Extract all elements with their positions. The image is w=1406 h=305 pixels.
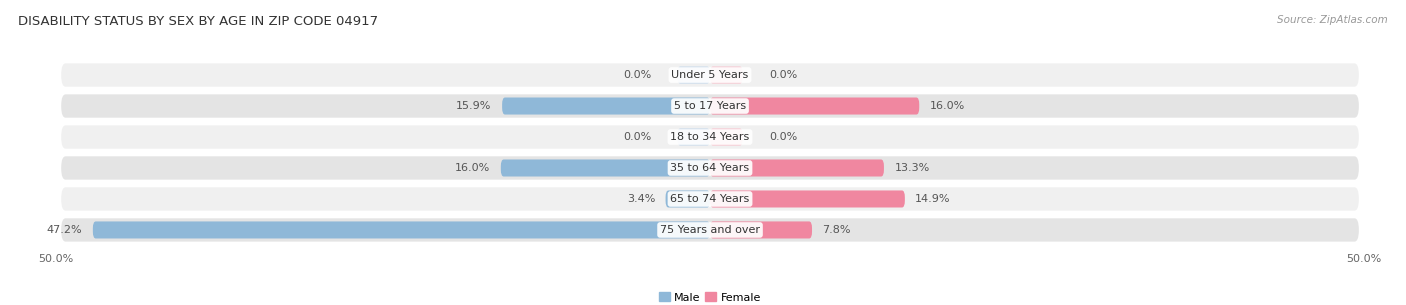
FancyBboxPatch shape <box>710 98 920 115</box>
Text: 47.2%: 47.2% <box>46 225 83 235</box>
Text: 35 to 64 Years: 35 to 64 Years <box>671 163 749 173</box>
FancyBboxPatch shape <box>710 160 884 177</box>
Text: 13.3%: 13.3% <box>894 163 929 173</box>
Legend: Male, Female: Male, Female <box>654 288 766 305</box>
FancyBboxPatch shape <box>710 128 742 145</box>
FancyBboxPatch shape <box>60 217 1360 243</box>
Text: 0.0%: 0.0% <box>623 132 651 142</box>
FancyBboxPatch shape <box>678 66 710 84</box>
Text: 5 to 17 Years: 5 to 17 Years <box>673 101 747 111</box>
FancyBboxPatch shape <box>60 93 1360 119</box>
Text: 65 to 74 Years: 65 to 74 Years <box>671 194 749 204</box>
Text: 3.4%: 3.4% <box>627 194 655 204</box>
FancyBboxPatch shape <box>501 160 710 177</box>
Text: 0.0%: 0.0% <box>769 70 797 80</box>
Text: DISABILITY STATUS BY SEX BY AGE IN ZIP CODE 04917: DISABILITY STATUS BY SEX BY AGE IN ZIP C… <box>18 15 378 28</box>
FancyBboxPatch shape <box>710 190 905 207</box>
FancyBboxPatch shape <box>502 98 710 115</box>
FancyBboxPatch shape <box>60 155 1360 181</box>
Text: 14.9%: 14.9% <box>915 194 950 204</box>
Text: 16.0%: 16.0% <box>929 101 965 111</box>
Text: 16.0%: 16.0% <box>456 163 491 173</box>
FancyBboxPatch shape <box>60 124 1360 150</box>
Text: 7.8%: 7.8% <box>823 225 851 235</box>
Text: 75 Years and over: 75 Years and over <box>659 225 761 235</box>
FancyBboxPatch shape <box>93 221 710 239</box>
FancyBboxPatch shape <box>710 66 742 84</box>
Text: 18 to 34 Years: 18 to 34 Years <box>671 132 749 142</box>
FancyBboxPatch shape <box>60 62 1360 88</box>
Text: 0.0%: 0.0% <box>769 132 797 142</box>
FancyBboxPatch shape <box>60 186 1360 212</box>
FancyBboxPatch shape <box>710 221 813 239</box>
Text: Under 5 Years: Under 5 Years <box>672 70 748 80</box>
Text: Source: ZipAtlas.com: Source: ZipAtlas.com <box>1277 15 1388 25</box>
Text: 15.9%: 15.9% <box>457 101 492 111</box>
FancyBboxPatch shape <box>665 190 710 207</box>
FancyBboxPatch shape <box>678 128 710 145</box>
Text: 0.0%: 0.0% <box>623 70 651 80</box>
